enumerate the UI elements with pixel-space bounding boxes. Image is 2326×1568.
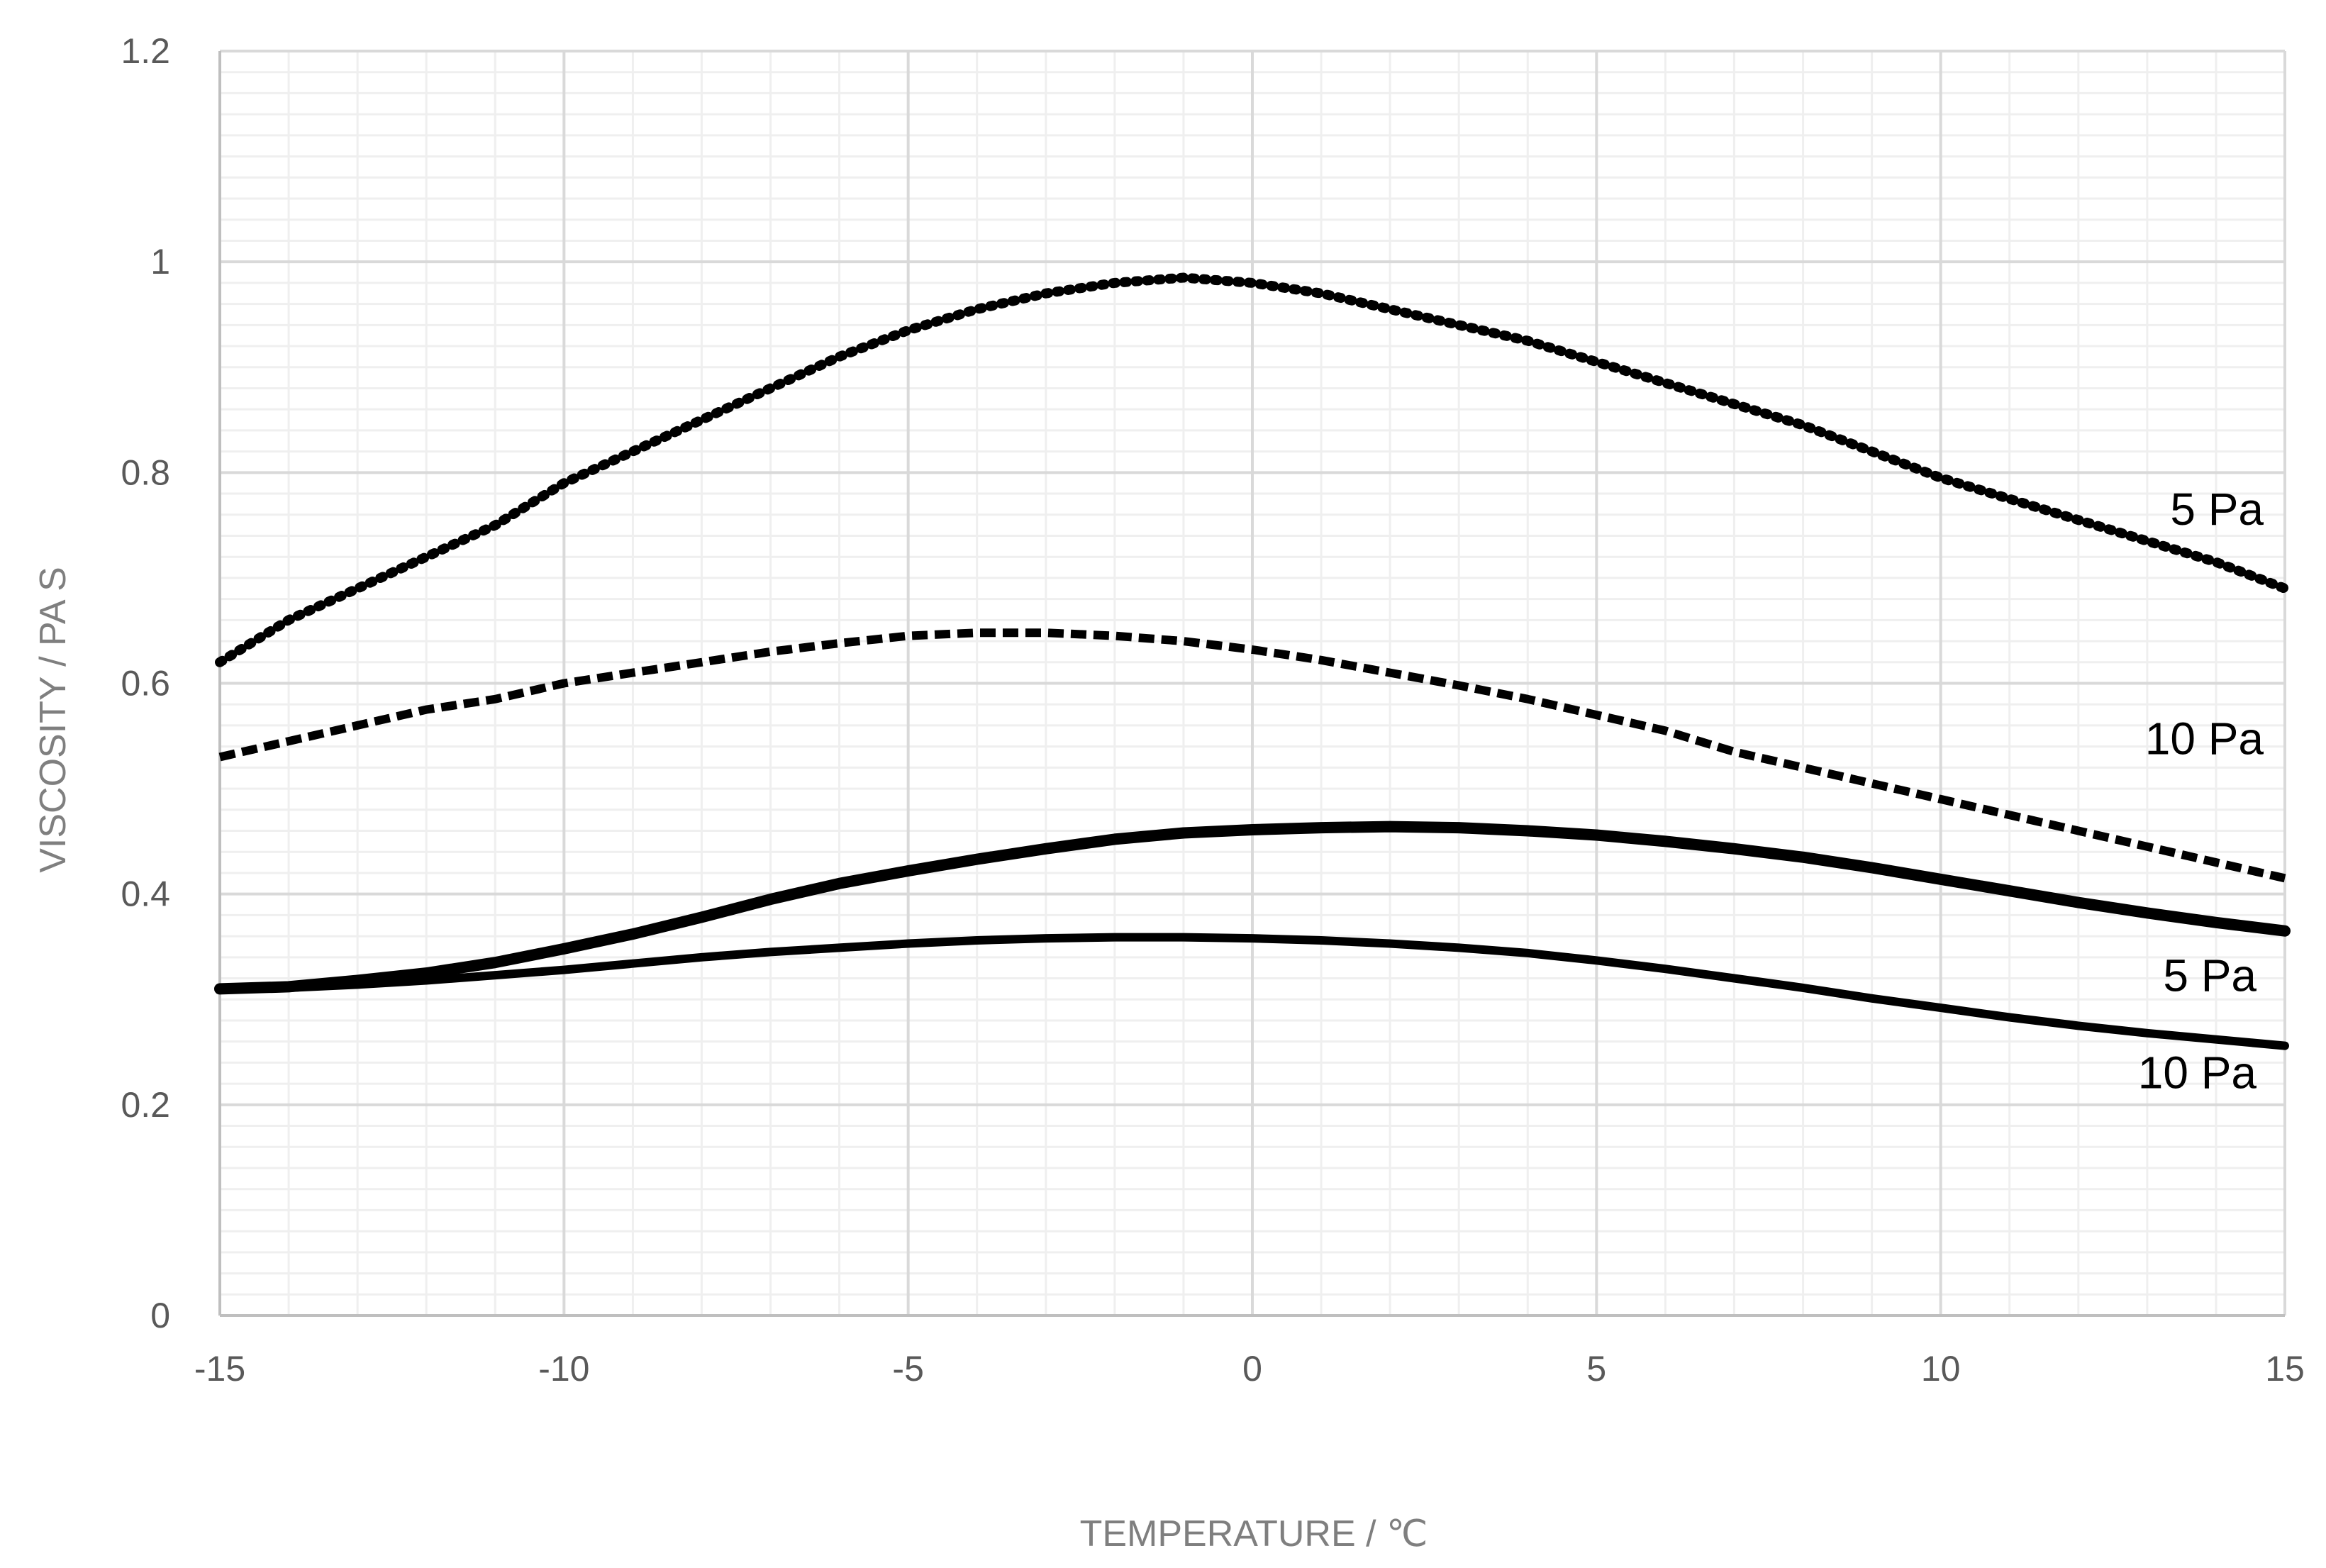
y-tick-label: 0.4 xyxy=(121,874,170,914)
x-tick-label: 5 xyxy=(1586,1349,1606,1389)
series-line-3 xyxy=(214,821,2291,995)
y-tick-label: 1.2 xyxy=(121,31,170,71)
x-tick-label: 10 xyxy=(1921,1349,1961,1389)
series-group xyxy=(214,272,2291,1050)
y-tick-labels: 0 0.2 0.4 0.6 0.8 1 1.2 xyxy=(121,31,170,1335)
y-tick-label: 0 xyxy=(150,1296,170,1335)
series-label-2: 10 Pa xyxy=(2145,713,2264,764)
x-tick-labels: -15 -10 -5 0 5 10 15 xyxy=(194,1349,2305,1389)
x-tick-label: 0 xyxy=(1242,1349,1262,1389)
series-label-1: 5 Pa xyxy=(2170,484,2264,535)
y-tick-label: 1 xyxy=(150,242,170,282)
series-line-4 xyxy=(216,933,2289,1050)
series-labels: 5 Pa 10 Pa 5 Pa 10 Pa xyxy=(2138,484,2264,1099)
x-tick-label: -15 xyxy=(194,1349,245,1389)
series-line-1 xyxy=(215,272,2290,667)
x-axis-title: TEMPERATURE / ℃ xyxy=(1080,1513,1428,1555)
y-axis-title: VISCOSITY / PA S xyxy=(33,567,74,873)
x-tick-label: -10 xyxy=(538,1349,589,1389)
series-line-2 xyxy=(218,628,2286,883)
series-label-3: 5 Pa xyxy=(2163,950,2257,1001)
x-tick-label: 15 xyxy=(2265,1349,2305,1389)
axes xyxy=(218,51,2285,1317)
series-label-4: 10 Pa xyxy=(2138,1047,2257,1099)
y-tick-label: 0.6 xyxy=(121,664,170,704)
y-tick-label: 0.8 xyxy=(121,452,170,492)
y-tick-label: 0.2 xyxy=(121,1085,170,1125)
x-tick-label: -5 xyxy=(892,1349,923,1389)
